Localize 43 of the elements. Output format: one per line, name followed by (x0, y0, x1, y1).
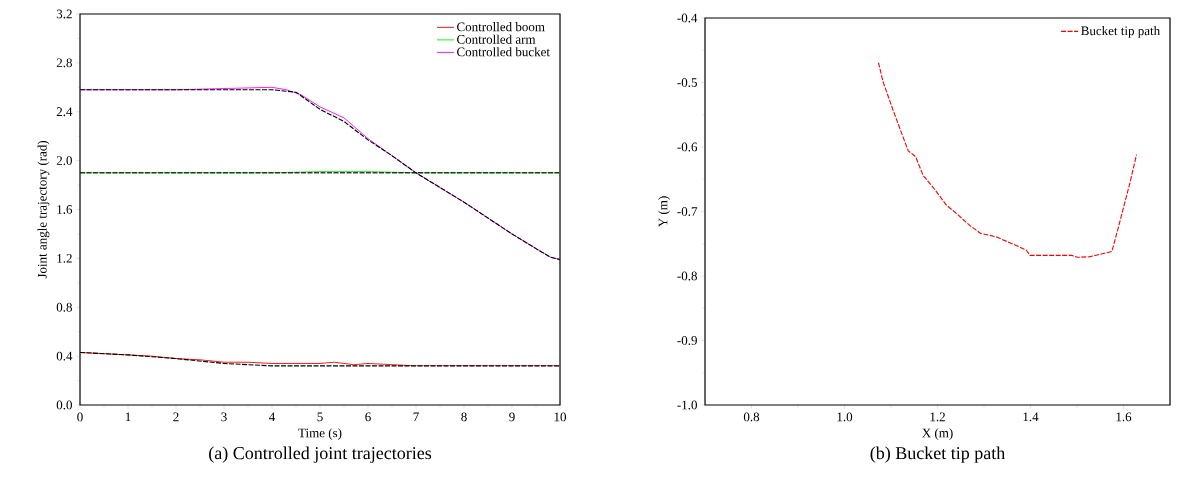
y-tick-label: 1.2 (57, 253, 72, 263)
x-tick-label: 1.4 (1023, 412, 1039, 422)
y-tick-label: -1.0 (677, 400, 697, 410)
x-tick-label: 5 (317, 412, 323, 422)
y-axis-title: Joint angle trajectory (rad) (37, 140, 50, 279)
x-tick-label: 3 (221, 412, 227, 422)
x-tick-label: 7 (413, 412, 419, 422)
x-tick-label: 4 (269, 412, 276, 422)
legend-label: Bucket tip path (1081, 26, 1161, 38)
x-tick-label: 1.6 (1116, 412, 1132, 422)
y-tick-label: -0.4 (677, 13, 698, 23)
x-tick-label: 1.0 (837, 412, 853, 422)
x-tick-label: 6 (365, 412, 371, 422)
y-tick-label: -0.6 (677, 142, 698, 152)
text: (a) Controlled joint trajectories (209, 446, 432, 463)
text: (b) Bucket tip path (870, 446, 1006, 463)
y-tick-label: 2.0 (56, 156, 72, 166)
y-tick-label: -0.9 (677, 336, 697, 345)
y-tick-label: -0.5 (677, 78, 697, 87)
x-tick-label: 2 (173, 412, 179, 422)
x-axis-title: X (m) (922, 428, 953, 441)
x-tick-label: 10 (554, 412, 567, 422)
y-tick-label: -0.8 (677, 271, 697, 281)
legend-label: Controlled arm (457, 34, 536, 44)
x-axis-title: Time (s) (298, 428, 342, 440)
y-tick-label: 3.2 (56, 9, 72, 19)
y-tick-label: 0.8 (56, 302, 72, 312)
y-tick-label: 2.8 (56, 58, 72, 68)
x-tick-label: 9 (509, 412, 515, 422)
y-tick-label: 0.0 (56, 400, 72, 410)
legend-label: Controlled boom (457, 22, 545, 32)
line-series (877, 61, 1138, 258)
y-axis-title: Y (m) (658, 196, 671, 228)
x-tick-label: 1 (125, 412, 131, 422)
y-tick-label: 2.4 (56, 107, 73, 117)
x-tick-label: 1.2 (930, 412, 945, 422)
y-tick-label: 0.4 (56, 351, 73, 361)
y-tick-label: -0.7 (677, 207, 698, 216)
x-tick-label: 0.8 (743, 412, 760, 422)
legend-label: Controlled bucket (457, 47, 550, 57)
x-tick-label: 0 (77, 412, 83, 422)
x-tick-label: 8 (461, 412, 467, 422)
y-tick-label: 1.6 (57, 205, 73, 214)
